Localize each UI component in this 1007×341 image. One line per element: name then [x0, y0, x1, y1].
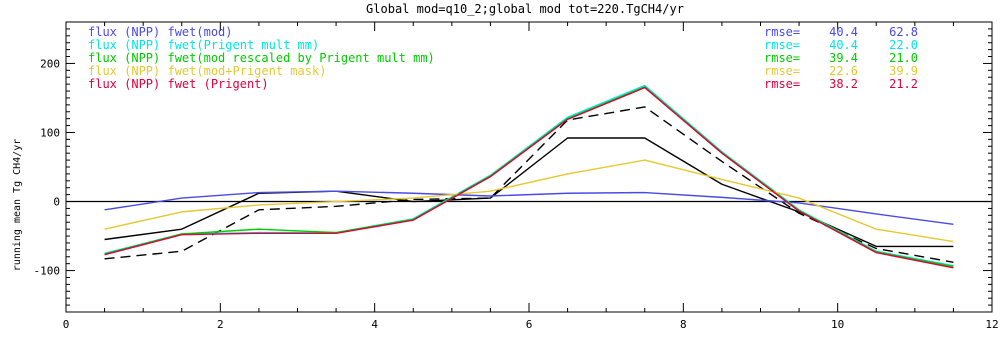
legend-rmse-value-2: 21.0	[889, 51, 918, 65]
legend-entry: flux (NPP) fwet(Prigent mult mm)	[88, 38, 319, 52]
y-tick-label: 200	[40, 57, 60, 70]
legend-rmse: rmse=	[764, 64, 800, 78]
chart-title: Global mod=q10_2;global mod tot=220.TgCH…	[366, 2, 684, 16]
x-tick-label: 8	[680, 318, 687, 331]
series-line	[104, 84, 954, 267]
legend-entry: flux (NPP) fwet(mod)	[88, 25, 233, 39]
legend-rmse-value-2: 21.2	[889, 77, 918, 91]
legend: flux (NPP) fwet(mod) rmse= 40.4 62.8 flux (N…	[88, 25, 918, 91]
series-line	[104, 190, 954, 226]
series-line	[104, 159, 954, 243]
y-tick-label: -100	[34, 265, 61, 278]
series-group	[104, 84, 954, 269]
legend-rmse-value-2: 22.0	[889, 38, 918, 52]
legend-rmse-value-2: 39.9	[889, 64, 918, 78]
series-line	[104, 86, 954, 268]
legend-rmse-value: 22.6	[829, 64, 858, 78]
legend-entry: flux (NPP) fwet(mod rescaled by Prigent …	[88, 51, 435, 65]
y-tick-label: 100	[40, 126, 60, 139]
legend-rmse-value: 40.4	[829, 38, 858, 52]
series-line	[104, 106, 954, 263]
legend-rmse: rmse=	[764, 51, 800, 65]
legend-rmse-value: 39.4	[829, 51, 858, 65]
series-line	[104, 86, 954, 269]
legend-rmse: rmse=	[764, 25, 800, 39]
x-tick-label: 10	[831, 318, 844, 331]
x-tick-label: 12	[985, 318, 998, 331]
x-tick-label: 0	[63, 318, 70, 331]
y-axis-label: running mean Tg CH4/yr	[12, 139, 23, 271]
y-tick-label: 0	[53, 196, 60, 209]
legend-rmse-value: 38.2	[829, 77, 858, 91]
x-tick-label: 4	[371, 318, 378, 331]
axes: 0 2 4 6 8 10 12 -100 0 100 200	[34, 21, 999, 331]
legend-entry: flux (NPP) fwet (Prigent)	[88, 77, 269, 91]
legend-entry: flux (NPP) fwet(mod+Prigent mask)	[88, 64, 326, 78]
legend-rmse: rmse=	[764, 77, 800, 91]
x-tick-label: 2	[217, 318, 224, 331]
legend-rmse: rmse=	[764, 38, 800, 52]
legend-rmse-value-2: 62.8	[889, 25, 918, 39]
x-tick-label: 6	[526, 318, 533, 331]
legend-rmse-value: 40.4	[829, 25, 858, 39]
